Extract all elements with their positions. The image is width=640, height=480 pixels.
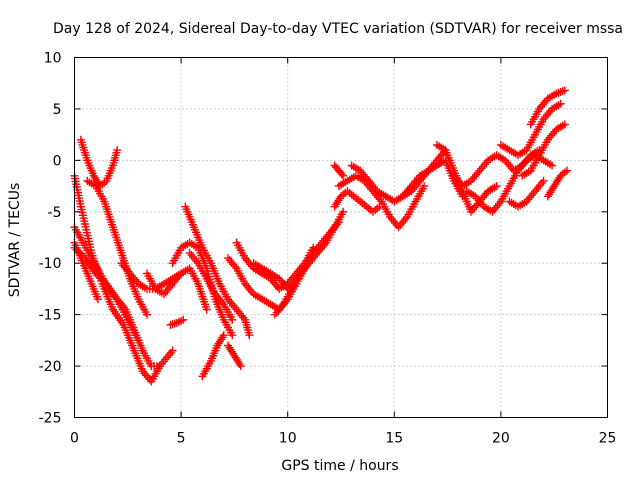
data-point [560,86,569,95]
y-tick-label: 0 [53,153,62,169]
data-point [245,331,254,340]
series-track-ad [543,166,571,201]
data-points [70,86,571,386]
y-tick-label: -25 [39,411,62,427]
data-point [236,362,245,371]
series-track-ac [505,176,548,211]
series-track-u [347,146,450,206]
data-point [560,120,569,129]
y-tick-label: -15 [39,308,62,324]
series-track-e [76,135,122,191]
y-tick-label: -5 [48,205,62,221]
x-tick-label: 15 [385,431,403,447]
series-track-m [198,331,228,381]
y-tick-label: -20 [39,359,62,375]
data-point [337,170,346,179]
series-track-c [70,243,143,345]
plot-frame [74,57,608,418]
series-track-l [166,315,188,329]
series-track-w [432,140,501,216]
series-track-i [168,238,237,340]
data-point [113,146,122,155]
data-point [339,207,348,216]
y-tick-label: -10 [39,256,62,272]
series-track-b [70,223,177,371]
data-point [556,99,565,108]
data-point [548,161,557,170]
data-point [339,171,348,180]
data-point [228,331,237,340]
data-point [202,305,211,314]
x-tick-label: 20 [492,431,510,447]
data-point [134,336,143,345]
data-point [420,182,429,191]
data-point [539,176,548,185]
data-point [93,295,102,304]
series-track-z [496,99,565,160]
x-tick-label: 5 [177,431,186,447]
y-axis-label: SDTVAR / TECUs [7,183,23,298]
data-point [142,310,151,319]
data-point [228,315,237,324]
data-point [219,331,228,340]
series-track-r [270,207,348,319]
series-track-ab [518,120,569,180]
series-track-n [224,341,245,371]
series-track-k [181,202,254,340]
x-axis-label: GPS time / hours [281,458,398,474]
data-point [179,315,188,324]
y-tick-label: 5 [53,102,62,118]
x-tick-label: 25 [599,431,617,447]
data-point [168,346,177,355]
series-track-h [142,264,211,314]
data-point [562,166,571,175]
series-track-ae [330,161,348,180]
series-track-f [83,176,151,319]
series-track-s [330,187,384,216]
series-track-y [462,151,557,216]
chart-title: Day 128 of 2024, Sidereal Day-to-day VTE… [53,21,623,37]
series-track-aa [526,86,569,129]
x-tick-label: 10 [279,431,297,447]
series-track-j [185,248,237,324]
y-tick-label: 10 [44,51,62,67]
x-tick-label: 0 [70,431,79,447]
axis-ticks: 0 5 10 15 20 25 -25 -20 -15 -10 -5 0 5 10 [39,51,617,447]
data-point [492,182,501,191]
